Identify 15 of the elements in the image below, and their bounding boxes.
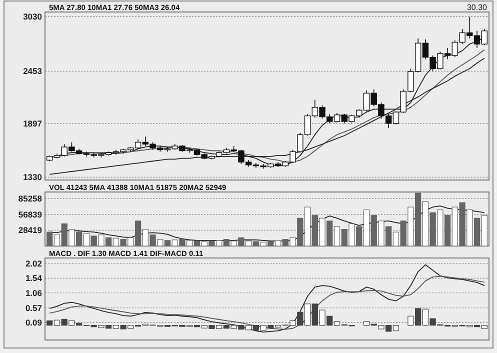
line-series (49, 264, 485, 332)
y-tick-label: 1897 (23, 118, 42, 129)
text: 30.30 (466, 3, 488, 12)
y-tick-label: 1.54 (25, 273, 42, 284)
y-tick-label: 1330 (23, 172, 42, 182)
y-tick-label: 0.09 (25, 318, 42, 328)
y-tick-label: 2453 (23, 66, 42, 76)
y-tick-label: 2.02 (25, 258, 42, 268)
y-tick-label: 28419 (18, 225, 42, 236)
y-tick-label: 0.57 (25, 302, 42, 313)
y-tick-label: 1.06 (25, 288, 42, 298)
line-series (49, 276, 485, 330)
y-tick-label: 85258 (18, 194, 42, 204)
y-tick-label: 3030 (23, 12, 42, 22)
y-tick-label: 56839 (18, 209, 42, 220)
